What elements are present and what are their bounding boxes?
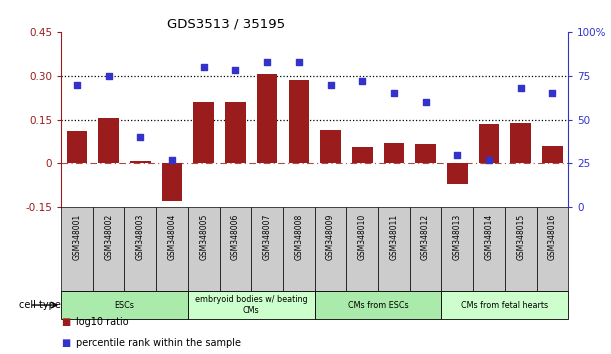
Bar — [315, 291, 441, 319]
Bar — [219, 207, 251, 291]
Point — [452, 152, 462, 158]
Bar — [410, 207, 441, 291]
Bar — [352, 147, 373, 164]
Text: percentile rank within the sample: percentile rank within the sample — [76, 338, 241, 348]
Text: GSM348001: GSM348001 — [73, 214, 81, 260]
Point — [294, 59, 304, 64]
Bar — [288, 80, 309, 164]
Bar — [346, 207, 378, 291]
Bar — [378, 207, 410, 291]
Text: GSM348010: GSM348010 — [357, 214, 367, 260]
Point — [72, 82, 82, 87]
Text: GSM348012: GSM348012 — [421, 214, 430, 260]
Text: embryoid bodies w/ beating
CMs: embryoid bodies w/ beating CMs — [195, 295, 307, 315]
Text: GSM348016: GSM348016 — [548, 214, 557, 260]
Text: GSM348008: GSM348008 — [295, 214, 303, 260]
Text: ESCs: ESCs — [114, 301, 134, 309]
Text: GSM348002: GSM348002 — [104, 214, 113, 260]
Text: CMs from ESCs: CMs from ESCs — [348, 301, 408, 309]
Text: ■: ■ — [61, 317, 70, 327]
Bar — [441, 291, 568, 319]
Bar — [61, 291, 188, 319]
Bar — [536, 207, 568, 291]
Text: GSM348004: GSM348004 — [167, 214, 177, 261]
Point — [389, 90, 399, 96]
Text: cell type: cell type — [19, 300, 61, 310]
Text: GSM348006: GSM348006 — [231, 214, 240, 261]
Bar — [384, 143, 404, 164]
Point — [421, 99, 431, 105]
Point — [104, 73, 114, 79]
Text: GSM348009: GSM348009 — [326, 214, 335, 261]
Point — [326, 82, 335, 87]
Text: GSM348005: GSM348005 — [199, 214, 208, 261]
Text: GSM348007: GSM348007 — [263, 214, 272, 261]
Text: GSM348013: GSM348013 — [453, 214, 462, 260]
Text: GSM348015: GSM348015 — [516, 214, 525, 260]
Text: ■: ■ — [61, 338, 70, 348]
Bar — [283, 207, 315, 291]
Bar — [225, 102, 246, 164]
Bar — [478, 124, 499, 164]
Bar — [251, 207, 283, 291]
Bar — [447, 164, 467, 184]
Point — [484, 157, 494, 163]
Bar — [67, 131, 87, 164]
Text: CMs from fetal hearts: CMs from fetal hearts — [461, 301, 549, 309]
Bar — [320, 130, 341, 164]
Bar — [93, 207, 125, 291]
Bar — [473, 207, 505, 291]
Bar — [98, 118, 119, 164]
Bar — [125, 207, 156, 291]
Point — [167, 157, 177, 163]
Text: GSM348014: GSM348014 — [485, 214, 494, 260]
Point — [199, 64, 208, 70]
Bar — [156, 207, 188, 291]
Bar — [510, 122, 531, 164]
Point — [357, 78, 367, 84]
Text: log10 ratio: log10 ratio — [76, 317, 129, 327]
Bar — [505, 207, 536, 291]
Point — [547, 90, 557, 96]
Bar — [315, 207, 346, 291]
Bar — [542, 146, 563, 164]
Bar — [188, 291, 315, 319]
Bar — [441, 207, 473, 291]
Bar — [194, 102, 214, 164]
Bar — [162, 164, 182, 201]
Bar — [61, 207, 93, 291]
Point — [516, 85, 525, 91]
Point — [136, 134, 145, 140]
Bar — [415, 144, 436, 164]
Text: GDS3513 / 35195: GDS3513 / 35195 — [167, 18, 285, 31]
Point — [262, 59, 272, 64]
Bar — [188, 207, 219, 291]
Point — [230, 68, 240, 73]
Text: GSM348011: GSM348011 — [389, 214, 398, 260]
Bar — [130, 161, 151, 164]
Bar — [257, 74, 277, 164]
Text: GSM348003: GSM348003 — [136, 214, 145, 261]
